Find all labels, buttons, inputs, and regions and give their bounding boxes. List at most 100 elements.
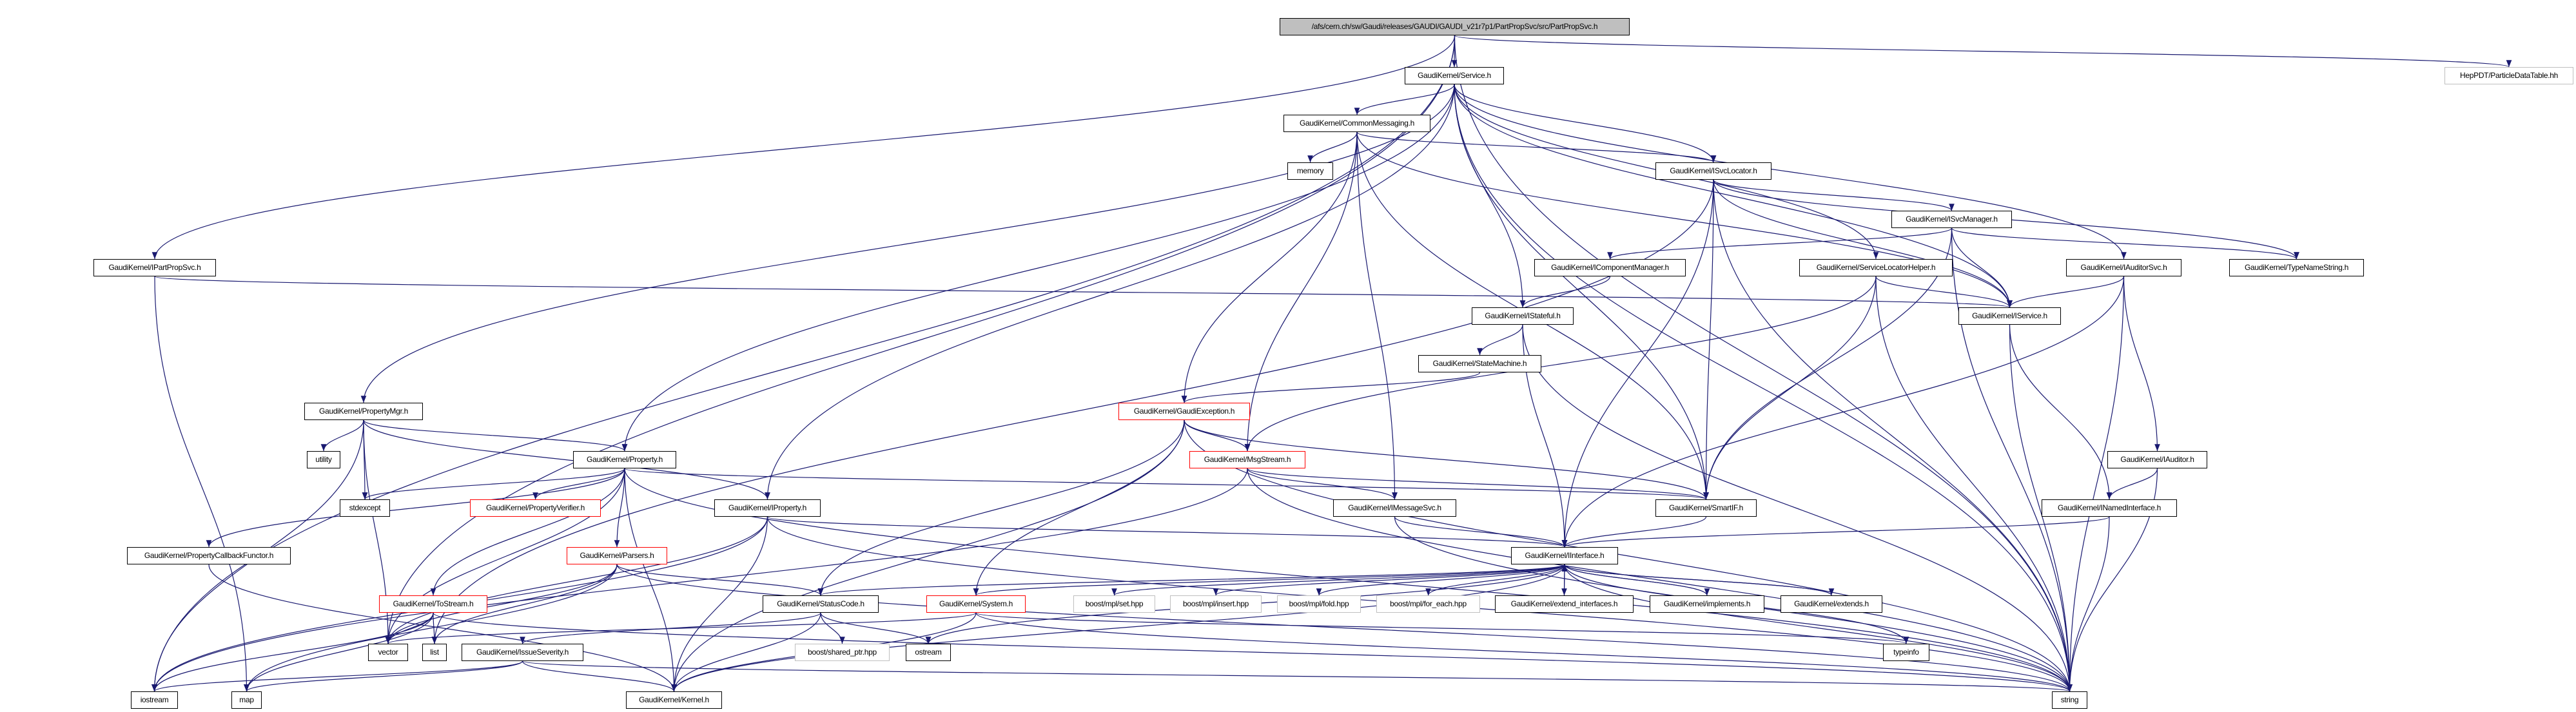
node-stdexcept[interactable]: stdexcept — [340, 499, 390, 517]
node-iinterface[interactable]: GaudiKernel/IInterface.h — [1511, 547, 1618, 564]
edge-inamedinterface-to-iinterface — [1562, 516, 2110, 548]
node-iauditorsvc[interactable]: GaudiKernel/IAuditorSvc.h — [2066, 259, 2181, 276]
node-tostream[interactable]: GaudiKernel/ToStream.h — [379, 595, 487, 613]
node-typeinfo[interactable]: typeinfo — [1883, 644, 1929, 661]
edge-servicelocatorhelper-to-msgstream — [1244, 276, 1877, 452]
node-isvclocator[interactable]: GaudiKernel/ISvcLocator.h — [1655, 162, 1771, 180]
edge-tostream-to-list — [431, 612, 438, 644]
edge-parsers-to-string — [616, 564, 2073, 692]
node-service[interactable]: GaudiKernel/Service.h — [1405, 67, 1504, 84]
edge-servicelocatorhelper-to-iservice — [1875, 276, 2013, 308]
node-vector[interactable]: vector — [368, 644, 408, 661]
node-mplset[interactable]: boost/mpl/set.hpp — [1073, 595, 1155, 613]
edge-gaudiexception-to-kernel — [671, 419, 1185, 692]
edge-property-to-stdexcept — [362, 468, 625, 500]
edge-system-to-vector — [385, 612, 977, 644]
edge-service-to-property — [621, 84, 1455, 452]
edge-iinterface-to-mplinsert — [1213, 564, 1565, 596]
edge-iinterface-to-kernel — [671, 564, 1565, 692]
node-kernel[interactable]: GaudiKernel/Kernel.h — [626, 691, 722, 709]
edge-property-to-kernel — [624, 468, 677, 692]
edge-isvclocator-to-list — [431, 179, 1714, 644]
node-extends[interactable]: GaudiKernel/extends.h — [1781, 595, 1882, 613]
edge-iauditor-to-inamedinterface — [2106, 468, 2158, 500]
node-mplfold[interactable]: boost/mpl/fold.hpp — [1277, 595, 1361, 613]
node-parsers[interactable]: GaudiKernel/Parsers.h — [567, 547, 667, 564]
edge-service-to-commonmsg — [1354, 84, 1455, 115]
node-isvcmanager[interactable]: GaudiKernel/ISvcManager.h — [1891, 211, 2012, 228]
node-map[interactable]: map — [231, 691, 262, 709]
edge-service-to-propertymgr — [360, 84, 1455, 403]
edge-iinterface-to-statuscode — [818, 564, 1565, 596]
edge-issueseverity-to-string — [522, 660, 2072, 692]
node-icomponentmanager[interactable]: GaudiKernel/IComponentManager.h — [1534, 259, 1686, 276]
node-propertycallbackfunctor[interactable]: GaudiKernel/PropertyCallbackFunctor.h — [127, 547, 291, 564]
edge-icomponentmanager-to-istateful — [1519, 276, 1611, 308]
node-memory[interactable]: memory — [1287, 162, 1333, 180]
node-statemachine[interactable]: GaudiKernel/StateMachine.h — [1418, 355, 1541, 372]
node-propertyverifier[interactable]: GaudiKernel/PropertyVerifier.h — [470, 499, 601, 517]
edge-servicelocatorhelper-to-smartif — [1703, 276, 1877, 500]
edge-isvcmanager-to-string — [1951, 227, 2073, 692]
node-property[interactable]: GaudiKernel/Property.h — [573, 451, 676, 468]
node-mplinsert[interactable]: boost/mpl/insert.hpp — [1170, 595, 1262, 613]
node-iauditor[interactable]: GaudiKernel/IAuditor.h — [2107, 451, 2207, 468]
edge-property-to-propertyverifier — [532, 468, 625, 500]
node-inamedinterface[interactable]: GaudiKernel/INamedInterface.h — [2042, 499, 2177, 517]
node-sharedptr[interactable]: boost/shared_ptr.hpp — [795, 644, 890, 661]
edge-isvcmanager-to-icomponentmanager — [1607, 227, 1953, 260]
edge-msgstream-to-smartif — [1247, 468, 1709, 500]
edge-commonmsg-to-msgstream — [1244, 131, 1358, 452]
edge-property-to-parsers — [614, 468, 625, 548]
node-smartif[interactable]: GaudiKernel/SmartIF.h — [1655, 499, 1757, 517]
edge-property-to-propertycallbackfunctor — [206, 468, 625, 548]
edge-ipartpropsvc-to-map — [154, 276, 249, 692]
edge-service-to-iservice — [1454, 84, 2013, 308]
node-implements[interactable]: GaudiKernel/implements.h — [1650, 595, 1764, 613]
edge-istateful-to-statemachine — [1477, 324, 1523, 356]
edge-isvcmanager-to-iservice — [1951, 227, 2013, 308]
node-extendinterfaces[interactable]: GaudiKernel/extend_interfaces.h — [1495, 595, 1634, 613]
edge-tostream-to-string — [433, 612, 2073, 692]
edge-commonmsg-to-isvclocator — [1356, 131, 1717, 163]
edge-inamedinterface-to-string — [2067, 516, 2110, 692]
node-ostream[interactable]: ostream — [906, 644, 951, 661]
edge-iservice-to-string — [2009, 324, 2073, 692]
edge-service-to-smartif — [1454, 84, 1709, 500]
node-servicelocatorhelper[interactable]: GaudiKernel/ServiceLocatorHelper.h — [1799, 259, 1953, 276]
edge-gaudiexception-to-smartif — [1184, 419, 1709, 500]
node-list[interactable]: list — [422, 644, 447, 661]
edge-statuscode-to-ostream — [820, 612, 932, 644]
node-mplforeach[interactable]: boost/mpl/for_each.hpp — [1376, 595, 1480, 613]
edge-iproperty-to-iinterface — [766, 516, 1567, 548]
node-statuscode[interactable]: GaudiKernel/StatusCode.h — [763, 595, 879, 613]
node-hepdt[interactable]: HepPDT/ParticleDataTable.hh — [2444, 67, 2573, 84]
edge-isvcmanager-to-typenamestring — [1951, 227, 2299, 260]
node-msgstream[interactable]: GaudiKernel/MsgStream.h — [1189, 451, 1305, 468]
node-iservice[interactable]: GaudiKernel/IService.h — [1958, 307, 2061, 325]
node-string[interactable]: string — [2052, 691, 2087, 709]
node-iproperty[interactable]: GaudiKernel/IProperty.h — [714, 499, 821, 517]
node-system[interactable]: GaudiKernel/System.h — [926, 595, 1026, 613]
node-utility[interactable]: utility — [307, 451, 340, 468]
edge-propertycallbackfunctor-to-kernel — [208, 564, 677, 692]
node-root[interactable]: /afs/cern.ch/sw/Gaudi/releases/GAUDI/GAU… — [1280, 18, 1630, 35]
edge-msgstream-to-imessagesvc — [1247, 468, 1398, 500]
edge-parsers-to-map — [244, 564, 618, 692]
node-imessagesvc[interactable]: GaudiKernel/IMessageSvc.h — [1333, 499, 1456, 517]
node-issueseverity[interactable]: GaudiKernel/IssueSeverity.h — [462, 644, 583, 661]
edge-isvclocator-to-string — [1713, 179, 2073, 692]
edge-msgstream-to-string — [1247, 468, 2073, 692]
node-propertymgr[interactable]: GaudiKernel/PropertyMgr.h — [304, 403, 423, 420]
node-typenamestring[interactable]: GaudiKernel/TypeNameString.h — [2229, 259, 2364, 276]
node-istateful[interactable]: GaudiKernel/IStateful.h — [1472, 307, 1574, 325]
edge-root-to-ipartpropsvc — [151, 35, 1456, 260]
node-iostream[interactable]: iostream — [131, 691, 178, 709]
edge-iauditorsvc-to-iauditor — [2123, 276, 2160, 452]
node-ipartpropsvc[interactable]: GaudiKernel/IPartPropSvc.h — [93, 259, 216, 276]
edge-root-to-vector — [385, 35, 1456, 644]
node-gaudiexception[interactable]: GaudiKernel/GaudiException.h — [1118, 403, 1250, 420]
edge-propertymgr-to-utility — [320, 419, 364, 452]
edge-parsers-to-list — [431, 564, 618, 644]
node-commonmsg[interactable]: GaudiKernel/CommonMessaging.h — [1283, 115, 1430, 132]
